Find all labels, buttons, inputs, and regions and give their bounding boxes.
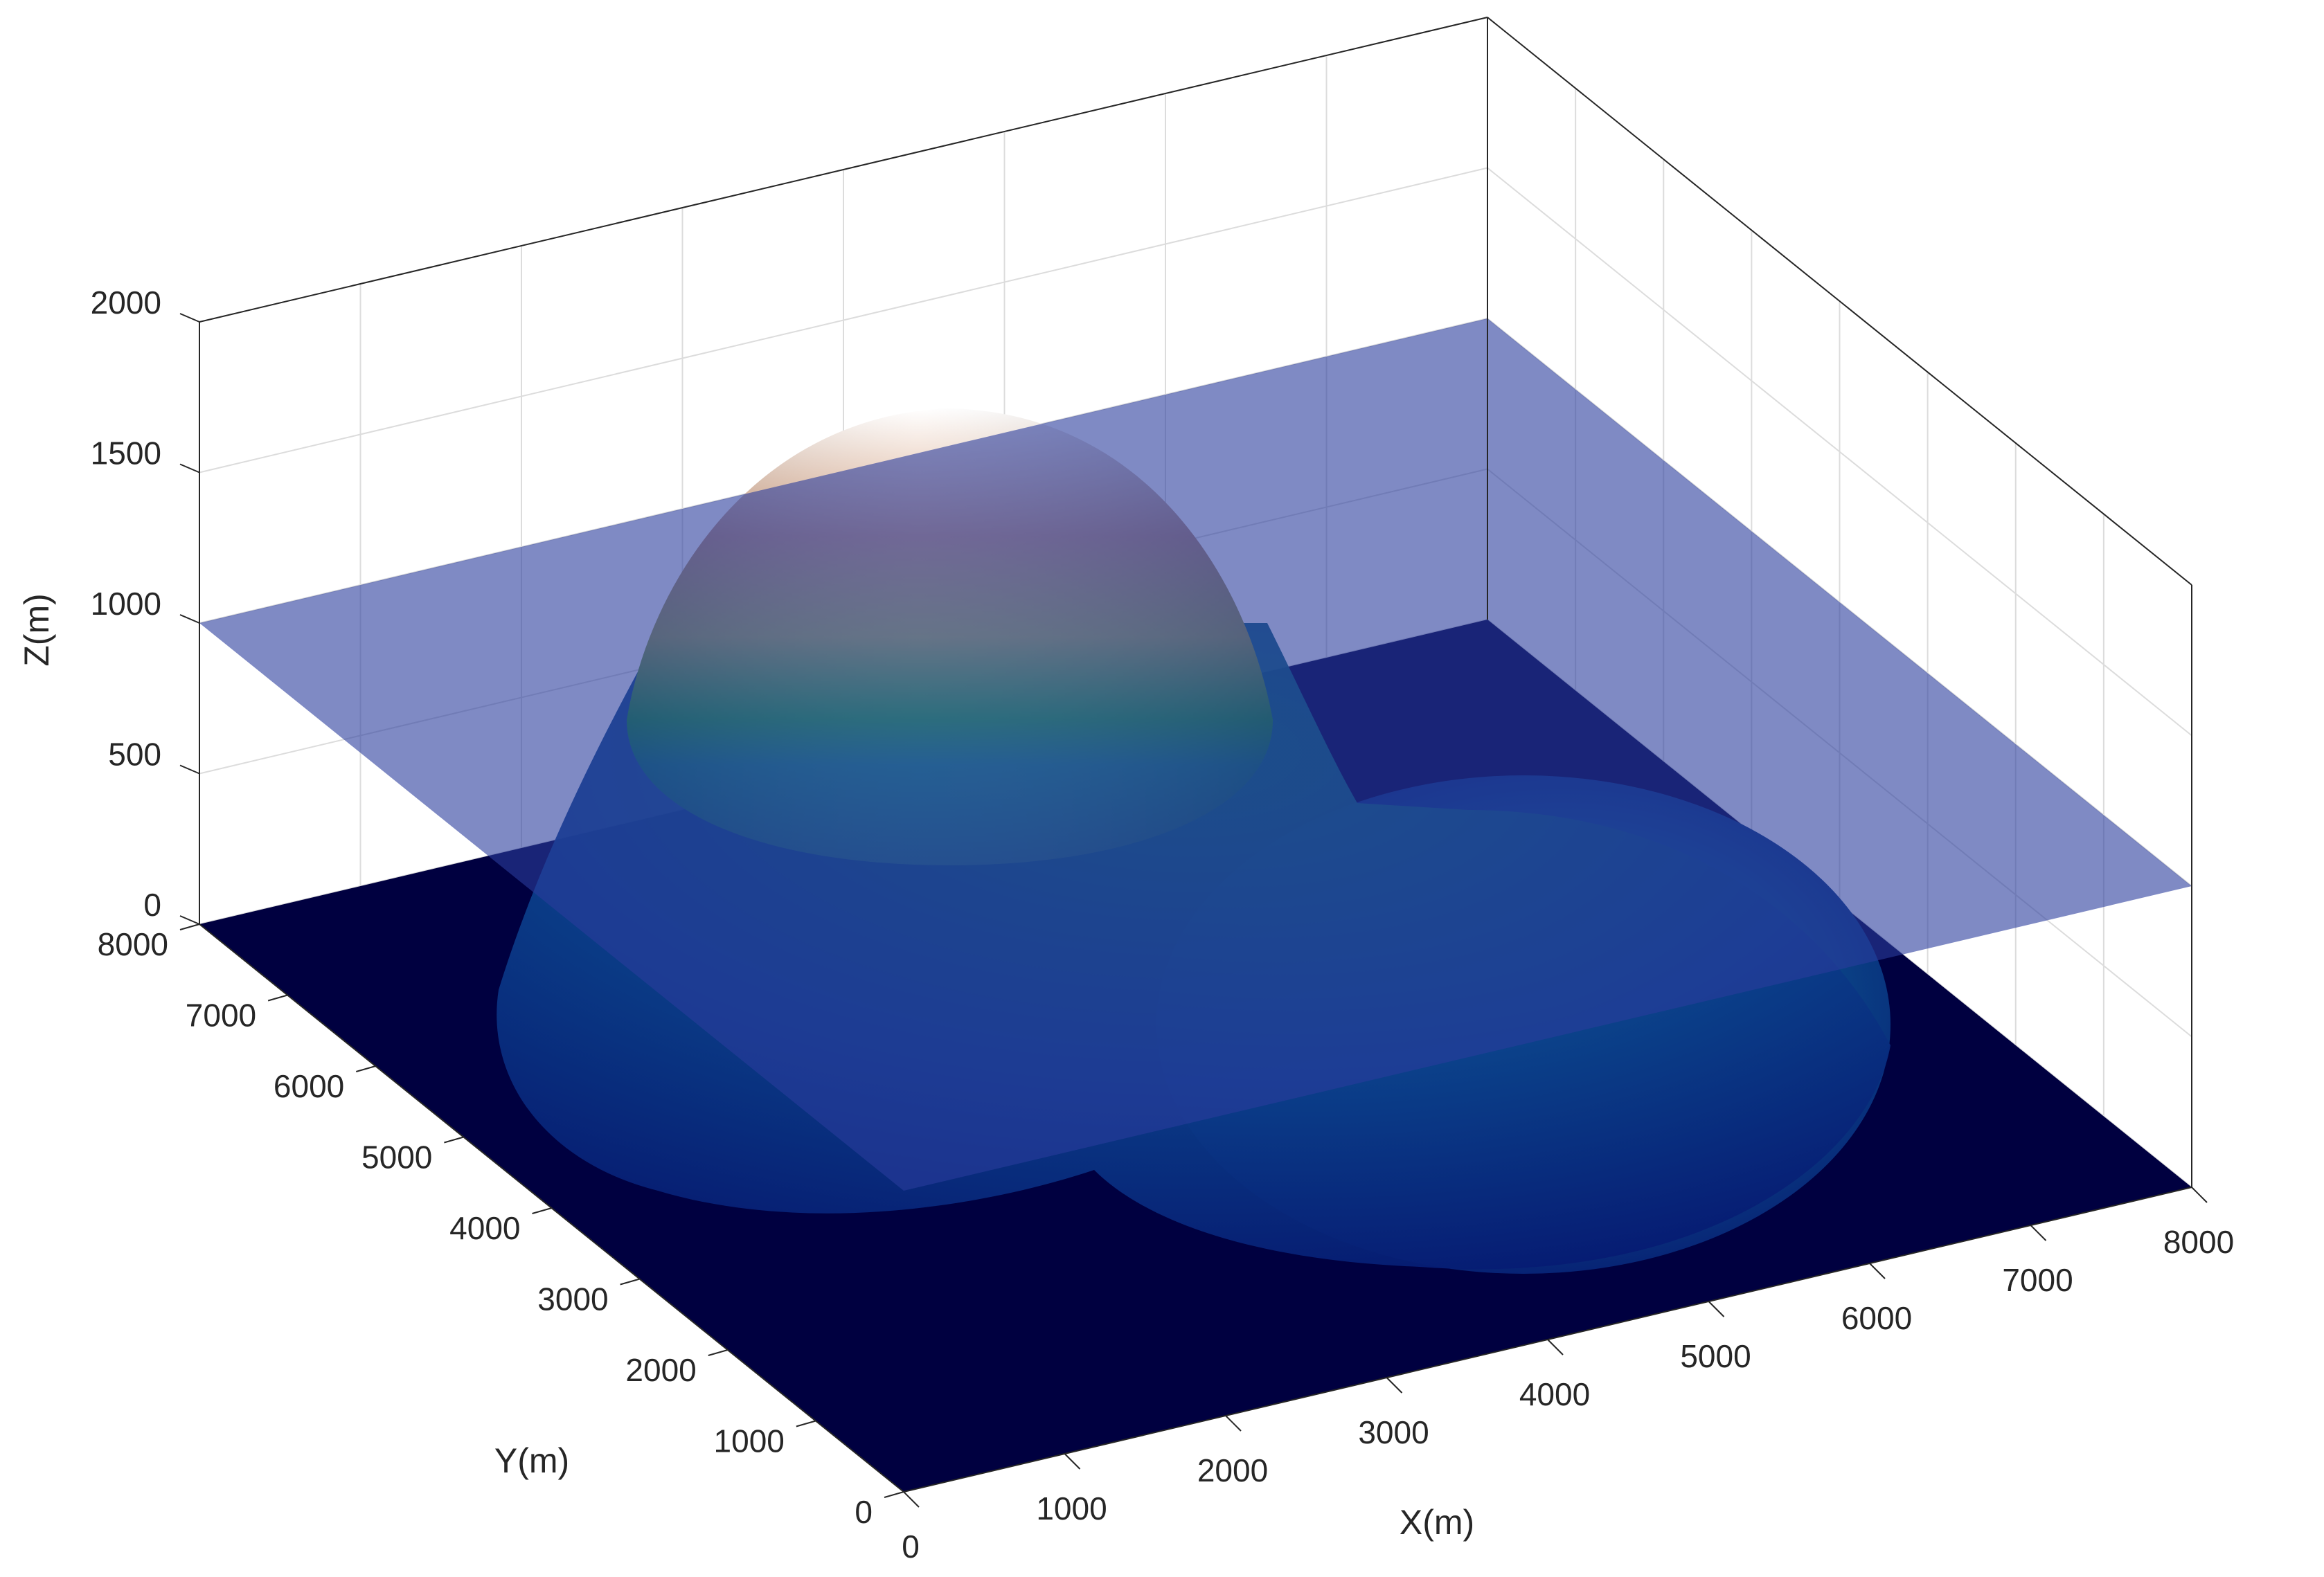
y-tick-label: 0 (855, 1494, 873, 1530)
gridline-z (1487, 167, 2192, 737)
x-tick (2191, 1187, 2208, 1203)
x-tick (1869, 1263, 1886, 1279)
x-tick-label: 8000 (2163, 1224, 2234, 1260)
x-axis-label: X(m) (1400, 1503, 1474, 1542)
y-tick (796, 1420, 816, 1427)
axis-edge (1487, 17, 2192, 586)
z-tick-label: 1500 (91, 435, 161, 471)
z-plane (199, 318, 2192, 1191)
axis-edge (199, 17, 1488, 323)
x-tick (903, 1491, 920, 1508)
y-tick (532, 1207, 552, 1214)
y-axis-label: Y(m) (494, 1441, 569, 1480)
x-tick (1708, 1301, 1725, 1317)
z-axis-ticks: 0 500 1000 1500 2000 (91, 285, 200, 925)
z-tick (179, 313, 200, 323)
x-tick (2030, 1225, 2047, 1241)
y-tick-label: 6000 (274, 1068, 344, 1104)
x-tick (1064, 1453, 1081, 1470)
y-tick-label: 4000 (449, 1210, 520, 1246)
y-tick-label: 7000 (186, 998, 256, 1034)
x-tick-label: 2000 (1197, 1452, 1268, 1488)
z-tick-label: 2000 (91, 285, 161, 321)
y-tick (708, 1349, 729, 1356)
z-tick-label: 500 (108, 737, 161, 773)
x-tick-label: 0 (902, 1529, 920, 1565)
y-tick-label: 2000 (625, 1352, 696, 1388)
x-tick-label: 3000 (1358, 1414, 1429, 1450)
x-tick (1225, 1415, 1242, 1432)
z-axis-label: Z(m) (17, 593, 56, 667)
z-tick (179, 463, 200, 474)
z-tick-label: 0 (143, 887, 161, 923)
x-tick (1386, 1377, 1403, 1394)
z-tick-label: 1000 (91, 586, 161, 622)
x-tick-label: 6000 (1841, 1300, 1912, 1336)
x-axis-ticks: 0 1000 2000 3000 4000 5000 6000 7000 8000 (902, 1187, 2234, 1565)
z-tick (179, 614, 200, 624)
y-tick (355, 1065, 376, 1072)
y-tick (620, 1278, 640, 1286)
y-tick (179, 923, 200, 930)
x-tick-label: 7000 (2002, 1262, 2073, 1298)
y-axis-ticks: 0 1000 2000 3000 4000 5000 6000 7000 8000 (98, 923, 904, 1530)
y-tick (884, 1491, 904, 1498)
gridline-z (199, 167, 1488, 474)
x-tick-label: 1000 (1036, 1490, 1107, 1526)
y-tick-label: 3000 (537, 1281, 608, 1317)
z-tick (179, 764, 200, 775)
y-tick (267, 994, 288, 1002)
y-tick-label: 5000 (361, 1139, 432, 1175)
z-tick (179, 915, 200, 925)
y-tick (444, 1136, 464, 1144)
x-tick-label: 4000 (1519, 1376, 1590, 1412)
y-tick-label: 1000 (714, 1423, 785, 1459)
x-tick-label: 5000 (1680, 1338, 1751, 1374)
x-tick (1547, 1339, 1564, 1355)
y-tick-label: 8000 (98, 926, 168, 962)
